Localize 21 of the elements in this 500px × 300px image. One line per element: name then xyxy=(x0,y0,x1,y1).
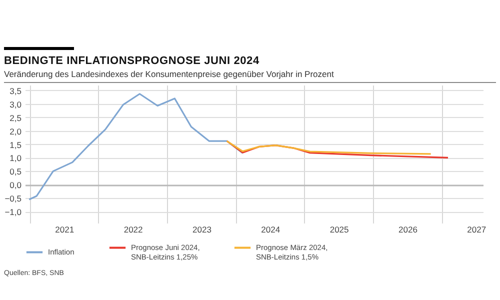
line-series xyxy=(226,140,432,155)
x-tick-label: 2025 xyxy=(330,224,350,234)
y-tick-label: 3,0 xyxy=(10,99,22,110)
y-tick-label: 1,5 xyxy=(10,140,22,150)
x-tick-label: 2027 xyxy=(467,224,486,234)
x-tick-label: 2022 xyxy=(124,224,144,234)
y-tick-label: 2,0 xyxy=(10,126,22,136)
y-tick-label: 3,5 xyxy=(10,86,22,96)
x-tick-label: 2024 xyxy=(261,224,280,234)
y-tick-label: 0,5 xyxy=(10,166,22,177)
y-tick-label: −1,0 xyxy=(4,207,22,218)
x-tick-label: 2023 xyxy=(192,224,212,234)
y-tick-label: 1,0 xyxy=(10,153,22,164)
y-tick-label: −0,5 xyxy=(4,194,22,204)
line-series xyxy=(28,93,244,200)
x-tick-label: 2021 xyxy=(55,224,74,234)
y-tick-label: 0,0 xyxy=(10,180,22,190)
chart-subtitle: Veränderung des Landesindexes der Konsumentenpreise gegenüber Vorjahr in Prozent xyxy=(4,69,496,83)
chart-title: BEDINGTE INFLATIONSPROGNOSE JUNI 2024 xyxy=(4,55,260,67)
x-tick-label: 2026 xyxy=(398,224,418,234)
y-tick-label: 2,5 xyxy=(10,112,22,123)
